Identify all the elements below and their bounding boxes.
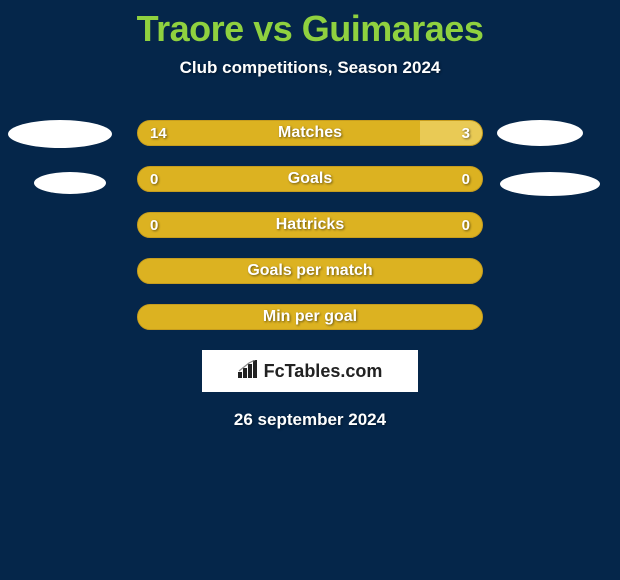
page-title: Traore vs Guimaraes (0, 0, 620, 50)
player2-photo-placeholder-2 (500, 172, 600, 196)
stat-row: Matches14 3 (137, 120, 483, 146)
stat-row: Goals0 0 (137, 166, 483, 192)
date-line: 26 september 2024 (0, 410, 620, 430)
stat-value-player1: 0 (150, 213, 158, 237)
stat-row: Hattricks0 0 (137, 212, 483, 238)
stat-label: Matches (138, 121, 482, 145)
stat-label: Goals per match (138, 259, 482, 283)
player1-photo-placeholder-1 (8, 120, 112, 148)
fctables-logo: FcTables.com (238, 360, 383, 383)
logo-text: FcTables.com (264, 361, 383, 382)
stat-value-player2: 3 (462, 121, 470, 145)
chart-icon (238, 360, 260, 383)
stat-label: Min per goal (138, 305, 482, 329)
stat-value-player1: 14 (150, 121, 167, 145)
stat-label: Goals (138, 167, 482, 191)
stat-row: Min per goal (137, 304, 483, 330)
player1-photo-placeholder-2 (34, 172, 106, 194)
player2-photo-placeholder-1 (497, 120, 583, 146)
stat-value-player2: 0 (462, 167, 470, 191)
stat-value-player2: 0 (462, 213, 470, 237)
stats-area: Matches143Goals00Hattricks00Goals per ma… (0, 120, 620, 430)
stat-label: Hattricks (138, 213, 482, 237)
stat-value-player1: 0 (150, 167, 158, 191)
logo-box: FcTables.com (202, 350, 418, 392)
subtitle: Club competitions, Season 2024 (0, 58, 620, 78)
stat-row: Goals per match (137, 258, 483, 284)
infographic-container: Traore vs Guimaraes Club competitions, S… (0, 0, 620, 580)
